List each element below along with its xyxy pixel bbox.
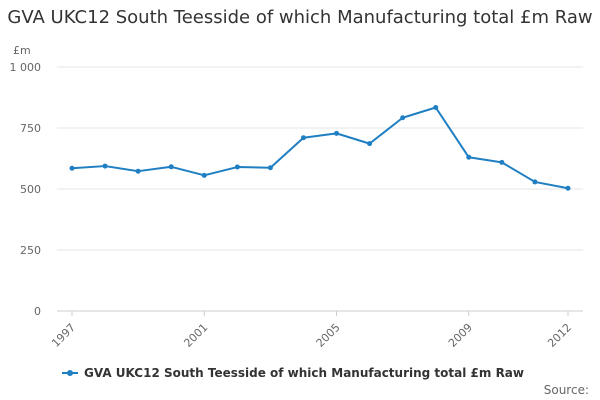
legend-line-marker-icon [62, 370, 78, 376]
data-point [367, 141, 373, 147]
data-point [334, 130, 340, 136]
y-tick-label: 250 [20, 244, 41, 257]
y-tick-label: 1 000 [10, 61, 42, 74]
data-point [267, 165, 273, 171]
series-layer [69, 105, 571, 191]
y-axis-unit-label: £m [13, 44, 31, 57]
data-point [532, 179, 538, 185]
data-point [433, 105, 439, 111]
y-tick-label: 750 [20, 122, 41, 135]
x-tick-label: 2009 [446, 321, 475, 350]
data-point [168, 164, 174, 170]
data-point [69, 165, 75, 171]
y-tick-label: 500 [20, 183, 41, 196]
data-point [565, 185, 571, 191]
legend[interactable]: GVA UKC12 South Teesside of which Manufa… [62, 366, 524, 380]
data-point [201, 172, 207, 178]
data-point [102, 163, 108, 169]
chart-title: GVA UKC12 South Teesside of which Manufa… [7, 7, 593, 28]
x-tick-label: 2001 [181, 321, 210, 350]
legend-label: GVA UKC12 South Teesside of which Manufa… [84, 366, 524, 380]
data-point [466, 154, 472, 160]
y-tick-label: 0 [34, 305, 41, 318]
data-point [300, 135, 306, 141]
series-line [71, 106, 569, 190]
source-label: Source: [543, 383, 589, 397]
gridlines [57, 66, 583, 312]
x-axis-ticks: 1997 2001 2005 2009 2012 [49, 311, 574, 350]
x-tick-label: 2012 [545, 321, 574, 350]
data-point [499, 159, 505, 165]
data-point [135, 168, 141, 174]
data-point [400, 115, 406, 121]
data-point [234, 164, 240, 170]
x-tick-label: 1997 [49, 321, 78, 350]
y-axis-ticks: 0 250 500 750 1 000 [10, 61, 42, 318]
x-tick-label: 2005 [314, 321, 343, 350]
